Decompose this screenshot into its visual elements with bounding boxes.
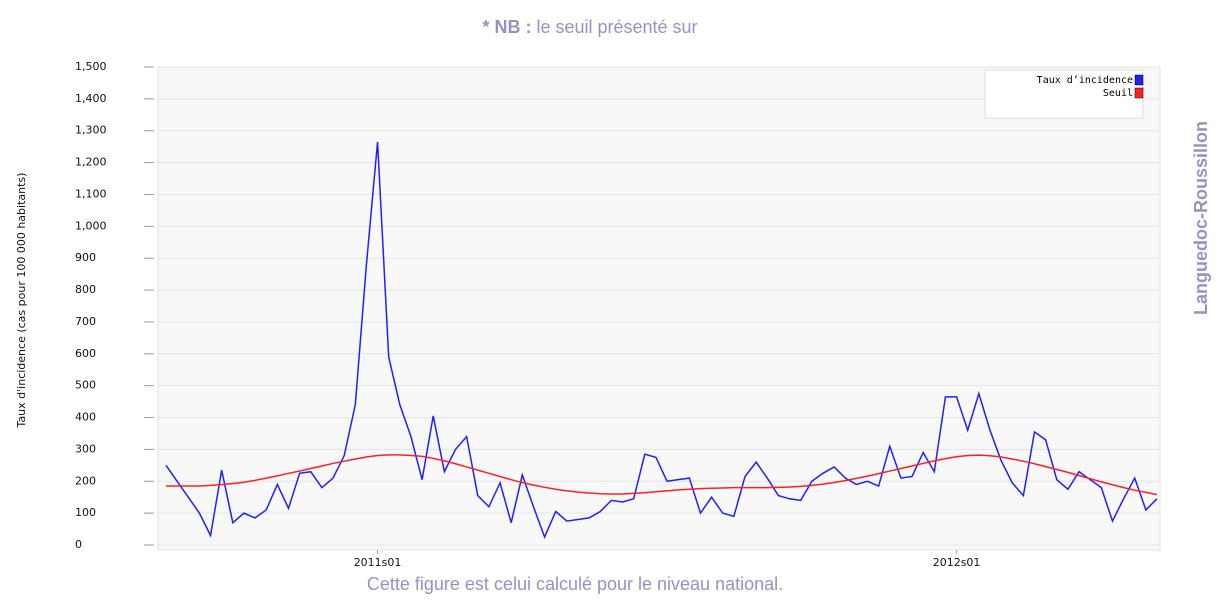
region-label: Languedoc-Roussillon (1191, 121, 1211, 315)
y-tick-label: 100 (75, 506, 96, 519)
series-line (165, 141, 1158, 540)
y-tick-label: 400 (75, 411, 96, 424)
y-tick-label: 1,100 (75, 187, 107, 200)
plot: 0 100 200 300 400 500 600 700 800 900 1,000 1,100 1,… (75, 60, 1160, 569)
y-tick-label: 900 (75, 251, 96, 264)
y-tick-label: 1,200 (75, 156, 107, 169)
legend-swatch (1134, 74, 1144, 86)
y-tick-label: 600 (75, 347, 96, 360)
y-tick-label: 700 (75, 315, 96, 328)
y-tick-label: 0 (75, 538, 82, 551)
y-tick-label: 1,300 (75, 124, 107, 137)
y-tick-label: 500 (75, 379, 96, 392)
note-text: le seuil présenté sur (536, 17, 697, 37)
y-tick-label: 1,000 (75, 219, 107, 232)
note-bold: * NB : (482, 17, 531, 37)
y-axis-label: Taux d'incidence (cas pour 100 000 habit… (15, 173, 28, 429)
y-tick-label: 1,400 (75, 92, 107, 105)
series-line (166, 454, 1158, 496)
legend-swatch (1134, 87, 1144, 99)
legend-label: Seuil (1103, 88, 1133, 99)
footer: Cette figure est celui calculé pour le n… (367, 574, 783, 594)
x-tick-label: 2011s01 (354, 556, 402, 569)
y-tick-label: 300 (75, 442, 96, 455)
y-tick-label: 1,500 (75, 60, 107, 73)
legend-label: Taux d’incidence (1037, 75, 1133, 86)
y-tick-label: 800 (75, 283, 96, 296)
note: * NB : le seuil présenté sur (482, 17, 697, 37)
y-tick-label: 200 (75, 474, 96, 487)
plot-area (157, 66, 1161, 551)
x-tick-label: 2012s01 (933, 556, 981, 569)
